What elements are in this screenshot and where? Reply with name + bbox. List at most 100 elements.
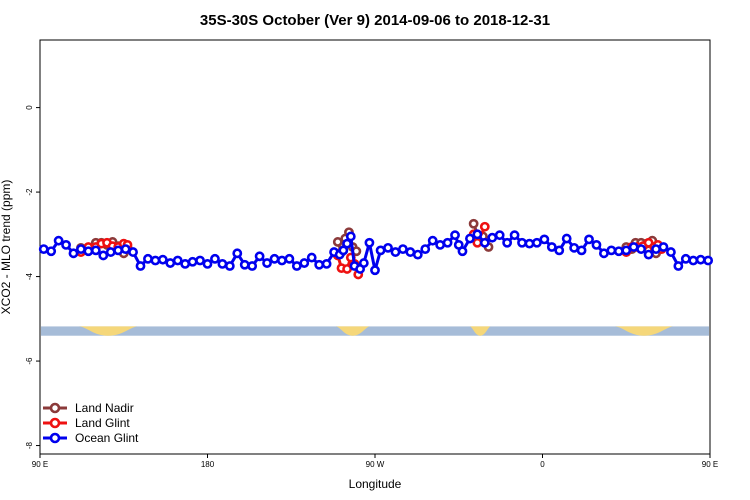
- ocean-glint-point-0-94: [703, 255, 714, 266]
- ocean-glint-point-0-64: [479, 237, 490, 248]
- ocean-glint-point-0-68: [509, 230, 520, 241]
- x-axis: 90 E 180 90 W 0 90 E: [32, 454, 718, 469]
- x-tick-label-1: 180: [201, 460, 215, 469]
- ocean-glint-point-0-11: [120, 244, 131, 255]
- legend-item-land-nadir: Land Nadir: [43, 401, 134, 415]
- ocean-glint-point-0-18: [172, 255, 183, 266]
- ocean-glint-point-0-15: [150, 255, 161, 266]
- y-tick-label-0: 0: [25, 105, 34, 110]
- ocean-glint-point-0-93: [695, 254, 706, 265]
- ocean-glint-point-0-70: [524, 238, 535, 249]
- ocean-glint-point-0-54: [412, 249, 423, 260]
- legend-label-ocean-glint: Ocean Glint: [75, 431, 139, 445]
- ocean-glint-point-0-42: [342, 238, 352, 249]
- ocean-glint-point-0-74: [554, 245, 565, 256]
- legend-label-land-glint: Land Glint: [75, 416, 130, 430]
- ocean-glint-point-0-66: [494, 230, 505, 241]
- ocean-glint-point-0-53: [405, 247, 416, 257]
- ocean-glint-point-0-38: [321, 258, 332, 269]
- ocean-glint-point-0-67: [502, 237, 513, 248]
- ocean-glint-point-0-16: [157, 254, 168, 265]
- legend-marker-ocean-glint: [49, 432, 61, 444]
- ocean-glint-point-0-63: [472, 229, 483, 240]
- ocean-glint-point-0-59: [450, 230, 460, 241]
- ocean-glint-point-0-6: [83, 246, 94, 257]
- ocean-glint-point-0-58: [442, 237, 453, 248]
- y-axis: 0 -2 -4 -6 -8: [25, 105, 40, 449]
- land-glint-point-1-2: [342, 264, 352, 274]
- ocean-glint-point-0-79: [591, 239, 602, 250]
- land-shape-1: [335, 326, 370, 336]
- ocean-glint-point-0-3: [61, 239, 71, 250]
- x-tick-label-2: 90 W: [366, 460, 385, 469]
- ocean-glint-point-0-77: [576, 245, 587, 256]
- ocean-glint-point-0-61: [457, 246, 468, 257]
- ocean-glint-point-0-19: [180, 258, 191, 269]
- ocean-glint-point-0-28: [247, 261, 258, 271]
- ocean-glint-point-0-56: [427, 235, 438, 246]
- ocean-glint-point-0-76: [569, 242, 580, 253]
- land-shape-0: [79, 326, 137, 336]
- legend-marker-land-nadir: [49, 402, 61, 414]
- ocean-glint-point-0-0: [38, 244, 49, 255]
- ocean-glint-point-0-31: [269, 253, 280, 264]
- x-tick-label-0: 90 E: [32, 460, 48, 469]
- ocean-glint-point-0-22: [202, 258, 213, 269]
- ocean-glint-point-0-75: [561, 233, 572, 244]
- ocean-band: [41, 326, 709, 336]
- ocean-glint-point-0-17: [165, 258, 176, 268]
- ocean-glint-point-0-84: [628, 242, 639, 252]
- ocean-glint-point-0-29: [254, 251, 265, 262]
- ocean-glint-point-0-7: [90, 245, 101, 256]
- ocean-glint-point-0-65: [487, 232, 498, 243]
- ocean-glint-point-0-69: [517, 237, 527, 248]
- ocean-glint-point-0-90: [673, 261, 684, 271]
- ocean-glint-point-0-85: [636, 244, 647, 255]
- ocean-glint-point-0-4: [68, 248, 79, 259]
- legend-item-land-glint: Land Glint: [43, 416, 130, 430]
- x-tick-label-4: 90 E: [702, 460, 718, 469]
- ocean-glint-point-0-35: [299, 258, 310, 268]
- ocean-glint-point-0-21: [195, 255, 205, 266]
- ocean-glint-point-0-49: [375, 245, 386, 256]
- ocean-glint-point-0-51: [390, 247, 401, 257]
- ocean-glint-point-0-27: [239, 259, 250, 270]
- ocean-glint-point-0-78: [584, 234, 594, 245]
- series-layer: [38, 218, 714, 280]
- ocean-glint-point-0-72: [539, 234, 550, 245]
- land-glint-point-2-2: [479, 221, 490, 232]
- land-shape-2: [469, 326, 491, 336]
- ocean-glint-point-0-9: [105, 247, 116, 257]
- land-shape-3: [615, 326, 673, 336]
- ocean-glint-point-0-73: [546, 242, 557, 252]
- y-tick-label-4: -8: [25, 441, 34, 449]
- ocean-glint-point-0-83: [621, 245, 632, 256]
- ocean-glint-point-0-86: [643, 249, 654, 260]
- y-axis-title: XCO2 - MLO trend (ppm): [0, 180, 13, 315]
- land-nadir-point-1-0: [332, 237, 343, 247]
- land-nadir-point-2-0: [468, 218, 479, 229]
- ocean-glint-point-0-81: [606, 245, 617, 256]
- ocean-glint-point-0-1: [46, 246, 57, 257]
- ocean-glint-point-0-92: [688, 255, 699, 266]
- series-ocean-glint: [38, 229, 714, 276]
- ocean-glint-point-0-43: [345, 231, 356, 242]
- ocean-glint-point-0-55: [420, 244, 431, 255]
- ocean-glint-point-0-87: [651, 244, 661, 255]
- chart-title: 35S-30S October (Ver 9) 2014-09-06 to 20…: [200, 12, 550, 29]
- ocean-glint-point-0-5: [76, 244, 86, 255]
- ocean-glint-point-0-10: [113, 245, 124, 256]
- ocean-glint-point-0-34: [291, 261, 302, 271]
- land-strip: [41, 326, 709, 336]
- ocean-glint-point-0-50: [383, 242, 393, 253]
- ocean-glint-point-0-89: [666, 247, 676, 257]
- x-axis-title: Longitude: [349, 477, 402, 491]
- ocean-glint-point-0-13: [135, 261, 146, 271]
- ocean-glint-point-0-82: [613, 246, 624, 257]
- legend-item-ocean-glint: Ocean Glint: [43, 431, 139, 445]
- ocean-glint-point-0-48: [370, 265, 380, 276]
- y-tick-label-1: -2: [25, 188, 34, 196]
- ocean-glint-point-0-8: [98, 250, 109, 261]
